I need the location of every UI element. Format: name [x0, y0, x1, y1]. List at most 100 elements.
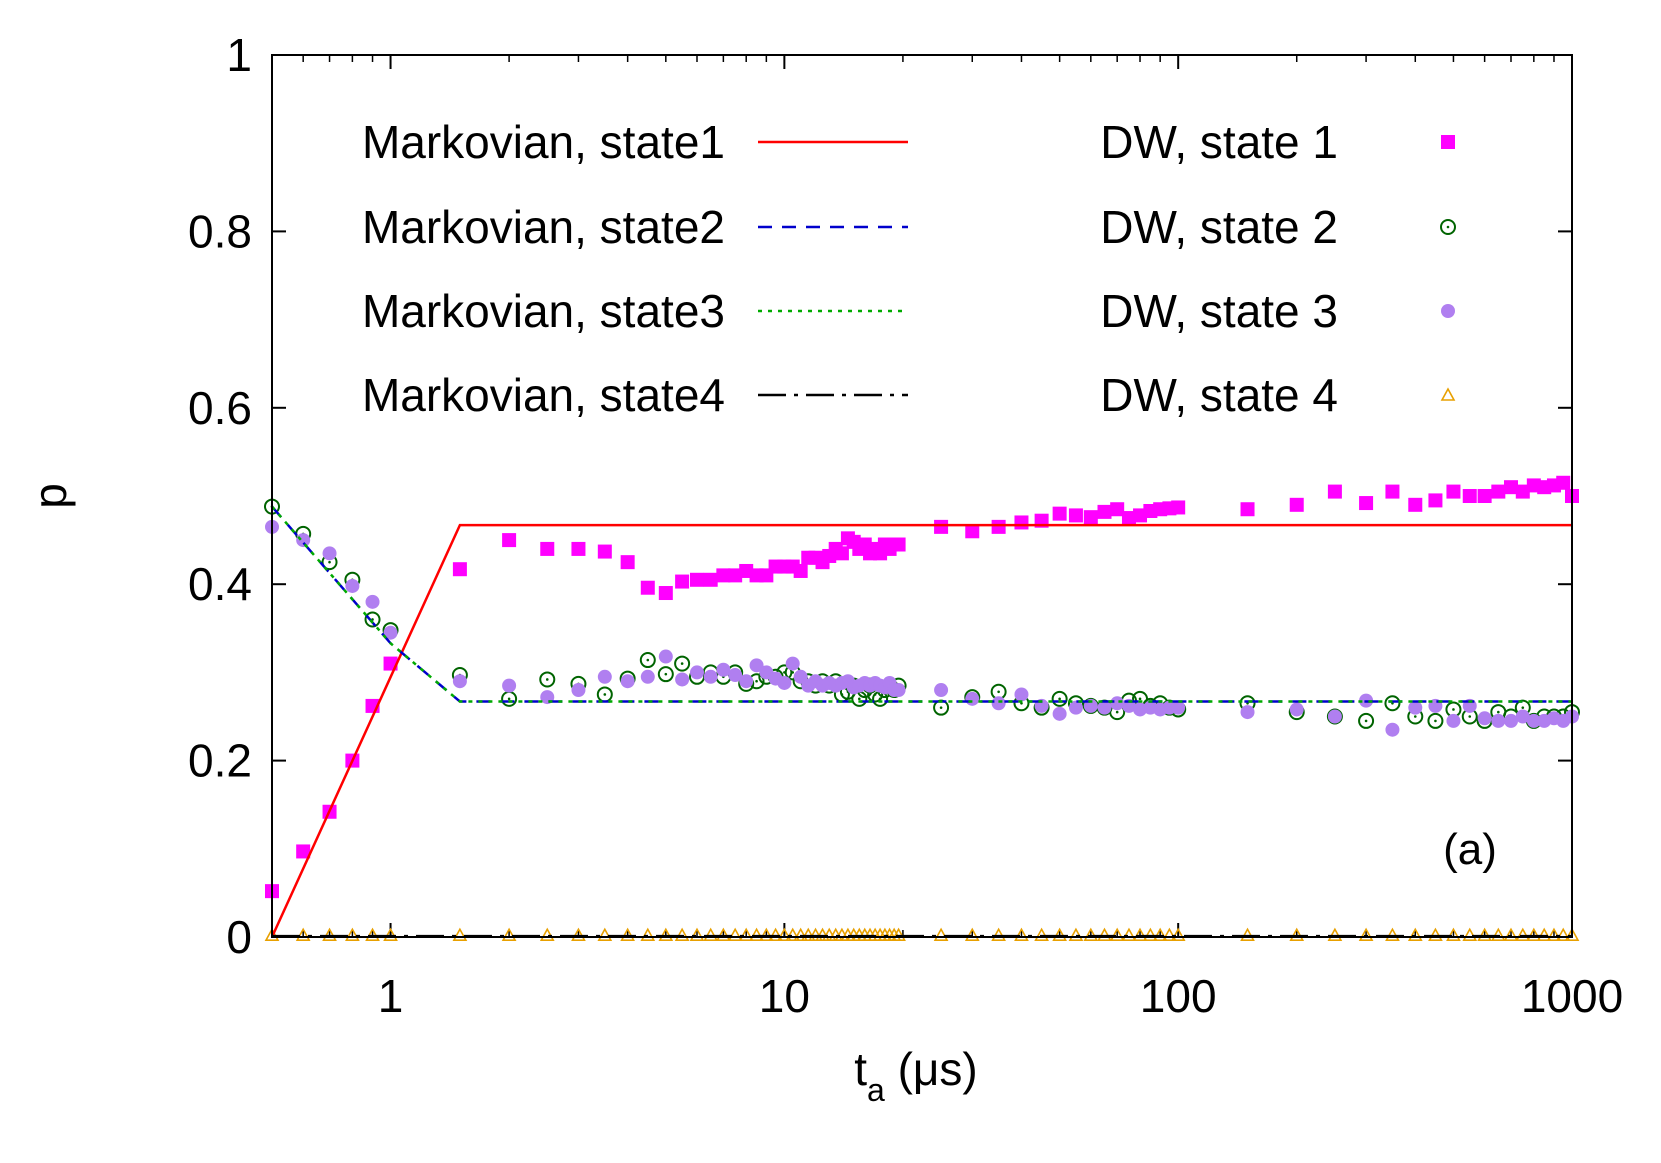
data-point	[793, 563, 808, 578]
data-point	[264, 927, 280, 942]
legend-marker	[1440, 219, 1456, 235]
data-point	[539, 671, 556, 688]
data-point	[657, 666, 674, 683]
data-point	[793, 927, 809, 942]
data-point	[1327, 927, 1343, 942]
data-point	[728, 568, 743, 583]
data-point	[1097, 927, 1112, 942]
data-point	[1171, 700, 1186, 715]
data-point	[658, 927, 674, 942]
data-point	[1546, 927, 1562, 942]
data-point	[1515, 709, 1530, 724]
data-point	[1034, 927, 1049, 942]
data-point	[1097, 504, 1112, 519]
y-tick-label: 0.6	[188, 382, 252, 434]
x-tick-label: 1000	[1521, 970, 1623, 1022]
legend-label: Markovian, state4	[362, 369, 725, 421]
data-point	[1240, 927, 1255, 942]
data-point	[1014, 927, 1029, 942]
legend-label: Markovian, state2	[362, 201, 725, 253]
data-point	[1170, 927, 1186, 942]
data-point	[1240, 705, 1255, 720]
data-point	[620, 555, 635, 570]
legend: Markovian, state1 Markovian, state2 Markov…	[362, 116, 1456, 421]
data-point	[1289, 702, 1304, 717]
data-point	[1083, 927, 1099, 942]
data-point	[501, 927, 517, 942]
legend-label: DW, state 4	[1100, 369, 1338, 421]
data-point	[1427, 712, 1444, 729]
x-tick-label: 1	[378, 970, 404, 1022]
data-point	[452, 562, 467, 577]
series-dw-state-3	[265, 519, 1579, 737]
data-point	[452, 927, 468, 942]
series-line-markovian-state3	[271, 505, 1572, 703]
y-tick-label: 1	[226, 29, 252, 81]
data-point	[674, 927, 690, 942]
data-point	[1503, 927, 1519, 942]
data-point	[933, 927, 949, 942]
data-point	[1428, 493, 1443, 508]
data-point	[675, 574, 690, 589]
data-point	[1446, 927, 1461, 942]
data-point	[502, 678, 517, 693]
y-tick-label: 0	[226, 911, 252, 963]
y-tick-label: 0.4	[188, 558, 252, 610]
data-point	[1477, 927, 1492, 942]
data-point	[365, 594, 380, 609]
data-point	[1385, 927, 1400, 942]
data-point	[834, 546, 849, 561]
data-point	[640, 927, 656, 942]
legend-marker	[1440, 387, 1456, 401]
y-axis-label: p	[24, 483, 76, 509]
data-point	[1083, 510, 1098, 525]
data-point	[1407, 927, 1423, 942]
x-axis-label-main: t	[854, 1043, 867, 1095]
data-point	[540, 541, 555, 556]
data-point	[658, 586, 673, 601]
data-point	[1408, 497, 1423, 512]
data-point	[365, 927, 380, 942]
data-point	[991, 519, 1006, 534]
tick-labels: 0 0.2 0.4 0.6 0.8 1 1 10 100 1000	[188, 29, 1623, 1022]
data-point	[383, 927, 398, 942]
data-point	[965, 524, 980, 539]
x-axis-label: ta (μs)	[854, 1043, 978, 1108]
data-point	[1385, 484, 1400, 499]
data-point	[383, 625, 398, 640]
data-point	[800, 927, 816, 942]
legend-marker	[1441, 135, 1455, 149]
series-line-markovian-state2	[271, 505, 1572, 703]
data-point	[571, 541, 586, 556]
data-point	[539, 927, 555, 942]
data-point	[1052, 927, 1067, 942]
legend-label: DW, state 3	[1100, 285, 1338, 337]
data-point	[1110, 696, 1125, 711]
x-tick-label: 10	[759, 970, 810, 1022]
data-point	[703, 572, 718, 587]
data-point	[777, 927, 792, 942]
data-point	[658, 649, 673, 664]
data-point	[1503, 713, 1518, 728]
data-point	[749, 927, 764, 942]
data-point	[739, 674, 754, 689]
series-dw-state-4	[264, 927, 1580, 942]
data-point	[689, 572, 704, 587]
data-point	[1358, 712, 1375, 729]
data-point	[934, 683, 949, 698]
legend-label: DW, state 2	[1100, 201, 1338, 253]
data-point	[1446, 713, 1461, 728]
data-point	[1162, 927, 1177, 942]
data-point	[808, 927, 823, 942]
data-point	[1014, 515, 1029, 530]
data-point	[620, 674, 635, 689]
data-point	[1068, 508, 1083, 523]
y-tick-label: 0.8	[188, 205, 252, 257]
data-point	[1515, 927, 1531, 942]
data-point	[675, 672, 690, 687]
data-point	[1358, 927, 1374, 942]
data-point	[1477, 489, 1492, 503]
x-axis-label-unit: (μs)	[885, 1043, 978, 1095]
data-point	[345, 927, 360, 942]
